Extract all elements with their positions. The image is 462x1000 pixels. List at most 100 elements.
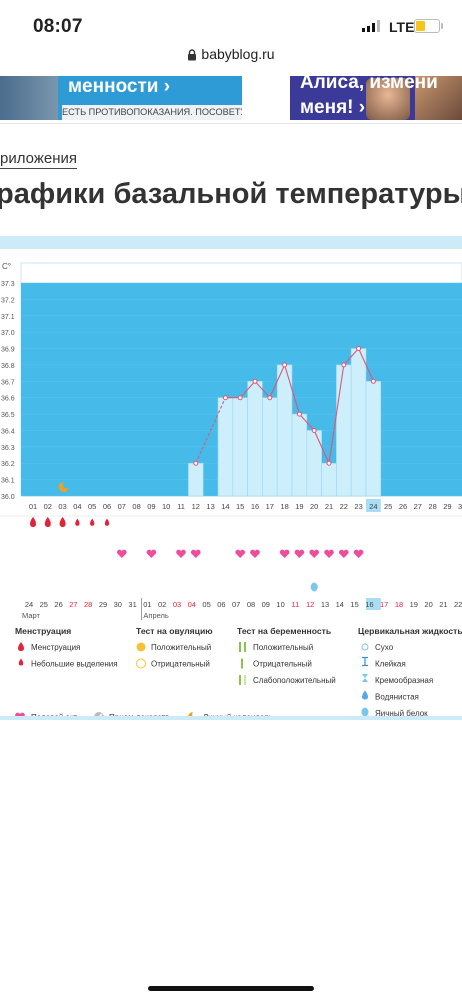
y-tick-label: 36.7 [1, 379, 15, 386]
legend-creamy-icon [362, 674, 368, 682]
intercourse-heart-icon [250, 549, 260, 558]
signal-icon [362, 20, 380, 32]
ad-banner-right[interactable]: Алиса, измени меня! › [290, 76, 462, 120]
cycle-day-label: 13 [206, 502, 214, 511]
lock-icon [188, 49, 197, 61]
temperature-bar [291, 413, 308, 497]
calendar-date-label: 12 [306, 600, 314, 609]
calendar-date-label: 29 [99, 600, 107, 609]
calendar-date-label: 09 [262, 600, 270, 609]
temperature-point [356, 346, 362, 352]
cycle-day-label: 17 [266, 502, 274, 511]
cycle-day-label: 22 [340, 502, 348, 511]
ad-banner-left[interactable]: менности › ЕСТЬ ПРОТИВОПОКАЗАНИЯ. ПОСОВЕ… [0, 76, 242, 120]
legend-pregnancy-negative-icon [241, 658, 243, 669]
cycle-day-label: 25 [384, 502, 392, 511]
calendar-date-label: 08 [247, 600, 255, 609]
intercourse-heart-icon [190, 549, 201, 558]
legend-ovulation-negative-icon [136, 658, 146, 669]
month-label: Апрель [143, 611, 169, 620]
calendar-date-label: 15 [350, 600, 358, 609]
breadcrumb-link[interactable]: риложения [0, 150, 77, 169]
legend-item-label: Яичный белок [375, 709, 428, 718]
intercourse-heart-icon [338, 549, 349, 558]
calendar-date-label: 17 [380, 600, 388, 609]
temperature-point [193, 460, 199, 466]
temperature-line-segment [358, 348, 374, 382]
ad-photo [366, 78, 410, 120]
intercourse-heart-icon [235, 549, 246, 558]
home-indicator[interactable] [148, 986, 314, 991]
url-bar[interactable]: babyblog.ru [0, 46, 462, 70]
cycle-day-label: 15 [236, 502, 244, 511]
temperature-point [341, 362, 347, 368]
legend-item-label: Положительный [253, 643, 313, 652]
temperature-point [267, 395, 273, 401]
legend-title-pregnancy: Тест на беременность [237, 626, 331, 636]
temperature-line-segment [298, 413, 315, 431]
calendar-date-label: 18 [395, 600, 403, 609]
legend-menstruation-icon [18, 642, 24, 651]
y-tick-label: 36.5 [1, 412, 15, 419]
y-tick-label: 36.2 [1, 461, 15, 468]
page-title: рафики базальной температуры [0, 178, 462, 210]
intercourse-heart-icon [324, 549, 334, 558]
ad-photo-2 [415, 76, 462, 120]
url-text: babyblog.ru [201, 46, 275, 62]
y-tick-label: 37.3 [1, 281, 15, 288]
temperature-bar [188, 462, 204, 497]
temperature-bar [321, 462, 337, 497]
calendar-date-label: 30 [114, 600, 122, 609]
cycle-day-label: 06 [103, 502, 111, 511]
temperature-line-segment [284, 364, 300, 415]
cycle-day-label: 26 [399, 502, 407, 511]
calendar-date-label: 05 [202, 600, 210, 609]
cycle-day-label: 19 [295, 502, 303, 511]
month-label: Март [22, 611, 41, 620]
legend-item-label: Водянистая [375, 693, 419, 702]
temperature-point [252, 378, 258, 384]
y-tick-label: 36.4 [1, 428, 15, 435]
intercourse-heart-icon [176, 549, 186, 558]
intercourse-heart-icon [116, 549, 127, 558]
temperature-bar [262, 397, 278, 497]
cycle-day-label: 30 [458, 502, 462, 511]
y-tick-label: 36.3 [1, 445, 15, 452]
intercourse-heart-icon [353, 549, 364, 558]
legend-title-ovulation: Тест на овуляцию [136, 626, 213, 636]
cycle-day-label: 08 [132, 502, 140, 511]
temperature-line-segment [239, 380, 256, 399]
bbt-chart-svg: C° 37.3 37.2 37.1 37.0 36.9 36.8 36.7 36.6 36.5 36… [0, 262, 462, 722]
network-label: LTE [389, 19, 415, 35]
cycle-day-label: 10 [162, 502, 170, 511]
intercourse-heart-icon [279, 549, 290, 558]
temperature-point [326, 460, 332, 466]
temperature-bar [306, 430, 322, 497]
calendar-date-label: 24 [25, 600, 33, 609]
temperature-line-segment [195, 397, 226, 464]
calendar-date-label: 14 [336, 600, 344, 609]
temperature-point [222, 395, 228, 401]
calendar-date-label: 31 [128, 600, 136, 609]
legend-spotting-icon [18, 658, 24, 666]
ad-title-line2: меня! › [300, 97, 366, 118]
highlight-day-cell [366, 499, 381, 512]
cycle-day-label: 02 [44, 502, 52, 511]
cycle-day-label: 05 [88, 502, 96, 511]
y-tick-label: 36.0 [1, 494, 15, 501]
cycle-day-label: 01 [29, 502, 37, 511]
calendar-date-label: 13 [321, 600, 329, 609]
temperature-point [311, 427, 317, 433]
calendar-date-label: 21 [439, 600, 447, 609]
cycle-day-label: 28 [428, 502, 436, 511]
cycle-day-label: 07 [118, 502, 126, 511]
calendar-date-label: 03 [173, 600, 181, 609]
y-tick-label: 36.9 [1, 347, 15, 354]
temperature-line-segment [343, 348, 360, 366]
cycle-day-label: 04 [73, 502, 81, 511]
calendar-date-label: 28 [84, 600, 92, 609]
legend-dry-icon [361, 643, 369, 651]
cycle-day-label: 20 [310, 502, 318, 511]
legend-watery-icon [362, 690, 368, 700]
y-tick-label: 36.1 [1, 478, 15, 485]
